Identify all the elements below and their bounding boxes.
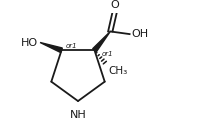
Text: HO: HO (21, 38, 38, 48)
Text: O: O (110, 0, 119, 10)
Text: or1: or1 (101, 51, 113, 57)
Polygon shape (40, 42, 62, 53)
Polygon shape (93, 31, 110, 52)
Text: CH₃: CH₃ (109, 66, 128, 76)
Text: or1: or1 (66, 42, 78, 49)
Text: OH: OH (131, 29, 148, 39)
Text: NH: NH (70, 110, 86, 120)
